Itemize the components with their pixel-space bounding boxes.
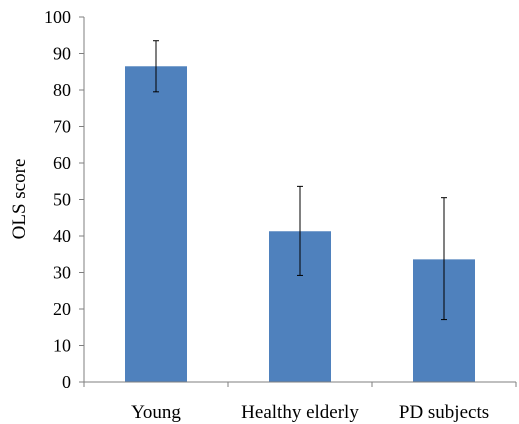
y-tick-label: 70 [53, 117, 71, 137]
error-bars-layer [153, 40, 447, 321]
x-tick-label: Young [131, 402, 181, 423]
bars-layer [125, 66, 475, 383]
x-tick-label: PD subjects [399, 402, 489, 423]
y-axis-title: OLS score [9, 159, 30, 240]
y-tick-label: 100 [44, 7, 71, 27]
y-tick-label: 20 [53, 299, 71, 319]
y-tick-label: 60 [53, 153, 71, 173]
y-tick-label: 0 [62, 372, 71, 392]
y-tick-label: 30 [53, 263, 71, 283]
y-tick-label: 50 [53, 190, 71, 210]
y-tick-label: 40 [53, 226, 71, 246]
bar-young [125, 66, 187, 383]
x-tick-label: Healthy elderly [241, 402, 359, 423]
axes-layer: Young Healthy elderly PD subjects 0 10 20 30 40… [44, 7, 517, 423]
y-tick-label: 90 [53, 44, 71, 64]
y-tick-label: 80 [53, 80, 71, 100]
y-tick-label: 10 [53, 336, 71, 356]
